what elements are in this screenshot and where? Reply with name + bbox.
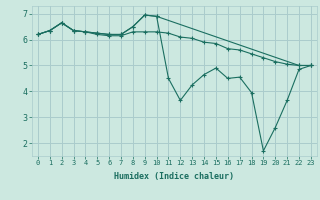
X-axis label: Humidex (Indice chaleur): Humidex (Indice chaleur) <box>115 172 234 181</box>
